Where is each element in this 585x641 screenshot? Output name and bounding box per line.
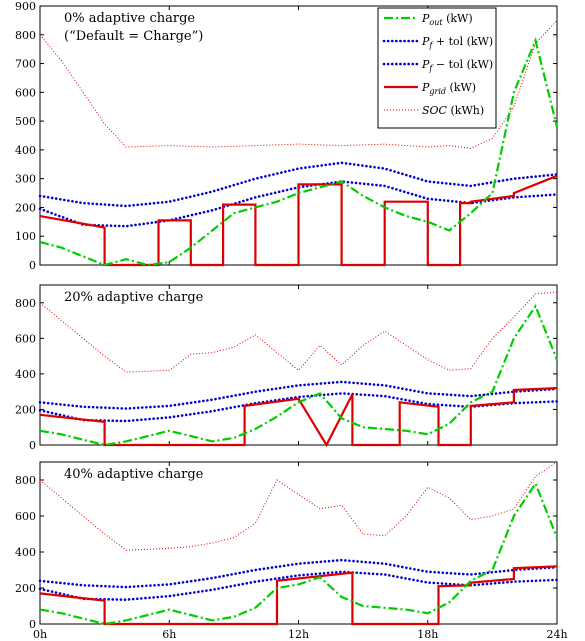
legend-label: SOC (kWh) <box>422 104 484 117</box>
series-soc-line <box>39 461 558 551</box>
x-tick-label: 0h <box>33 628 47 641</box>
x-tick-label: 12h <box>288 628 309 641</box>
legend-label: Pgrid (kW) <box>421 81 476 96</box>
y-tick-label: 0 <box>29 259 36 272</box>
series-p-f-tol-line <box>38 558 559 589</box>
y-tick-label: 400 <box>15 144 36 157</box>
legend-label: Pf + tol (kW) <box>421 35 493 50</box>
series-p-out-line <box>39 37 559 267</box>
y-tick-label: 600 <box>15 510 36 523</box>
y-tick-label: 400 <box>15 368 36 381</box>
y-tick-label: 0 <box>29 439 36 452</box>
y-tick-label: 200 <box>15 403 36 416</box>
y-tick-label: 200 <box>15 582 36 595</box>
panel-title: 40% adaptive charge <box>64 467 204 482</box>
y-tick-label: 700 <box>15 58 36 71</box>
y-tick-label: 800 <box>15 29 36 42</box>
legend-box <box>377 7 497 129</box>
panel-title: 0% adaptive charge <box>64 11 195 26</box>
chart-panel-2: 0 200 400 600 800 20% adaptive charge <box>15 284 559 452</box>
chart-panel-3: 0 200 400 600 800 0h 6h 12h 18h 24h 40% adaptive c… <box>15 461 568 641</box>
y-tick-label: 900 <box>15 0 36 13</box>
series-p-out-line <box>39 303 559 447</box>
series-p-grid-line <box>39 174 558 267</box>
y-tick-label: 400 <box>15 546 36 559</box>
y-tick-label: 300 <box>15 173 36 186</box>
y-tick-label: 800 <box>15 297 36 310</box>
series-p-f-tol-line <box>38 380 559 410</box>
x-tick-label: 24h <box>546 628 567 641</box>
y-tick-label: 0 <box>29 618 36 631</box>
panel-title: 20% adaptive charge <box>64 290 204 305</box>
series-p-out-line <box>39 481 559 626</box>
series-p-grid-line <box>39 565 558 626</box>
series-p-grid-line <box>39 387 558 448</box>
series-p-f-tol-line <box>38 161 559 208</box>
y-tick-label: 800 <box>15 474 36 487</box>
legend: Pout (kW) Pf + tol (kW) Pf − tol (kW) Pgrid… <box>377 7 497 129</box>
series-soc-line <box>39 291 558 373</box>
y-tick-label: 200 <box>15 201 36 214</box>
y-tick-label: 600 <box>15 332 36 345</box>
chart-panel-1: 0 100 200 300 400 500 600 700 800 900 0% adaptive … <box>15 0 559 272</box>
x-tick-label: 6h <box>162 628 176 641</box>
panel-subtitle: (“Default = Charge”) <box>64 29 203 44</box>
x-tick-label: 18h <box>417 628 438 641</box>
y-tick-label: 100 <box>15 230 36 243</box>
y-tick-label: 600 <box>15 86 36 99</box>
legend-label: Pout (kW) <box>421 12 473 27</box>
legend-label: Pf − tol (kW) <box>421 58 493 73</box>
y-tick-label: 500 <box>15 115 36 128</box>
